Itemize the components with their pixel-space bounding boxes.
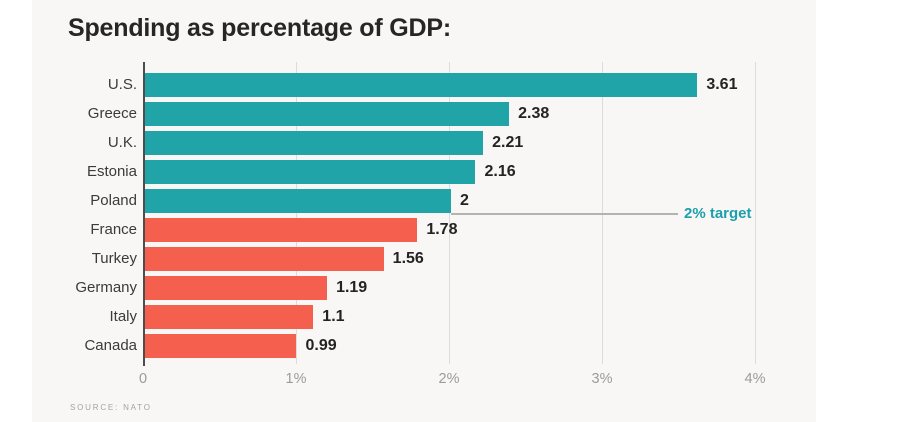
value-label: 2.16 <box>484 163 516 180</box>
bar <box>145 276 328 300</box>
x-tick-label: 0 <box>138 371 148 387</box>
bar <box>145 189 451 213</box>
value-label: 1.78 <box>426 221 458 238</box>
country-label: Estonia <box>86 163 137 180</box>
country-label: Germany <box>75 279 137 296</box>
target-label: 2% target <box>684 205 752 222</box>
value-label: 1.56 <box>392 250 424 267</box>
value-label: 1.19 <box>336 279 368 296</box>
value-label: 0.99 <box>305 337 337 354</box>
bar <box>145 131 484 155</box>
country-label: Poland <box>90 192 137 209</box>
x-tick-label: 3% <box>591 371 613 387</box>
x-tick-label: 2% <box>438 371 460 387</box>
value-label: 2 <box>460 192 469 209</box>
bar <box>145 305 314 329</box>
country-label: U.K. <box>107 134 137 151</box>
country-label: France <box>90 221 137 238</box>
gridline-2% <box>449 62 450 364</box>
y-axis-line <box>143 62 145 366</box>
value-label: 2.21 <box>492 134 524 151</box>
country-label: Canada <box>84 337 137 354</box>
x-tick-label: 1% <box>285 371 307 387</box>
country-label: Greece <box>87 105 137 122</box>
country-label: Italy <box>109 308 137 325</box>
gridline-4% <box>755 62 756 364</box>
source-note: SOURCE: NATO <box>70 403 152 412</box>
bar <box>145 218 418 242</box>
value-label: 3.61 <box>706 76 738 93</box>
bar <box>145 247 384 271</box>
bar <box>145 102 510 126</box>
bar <box>145 334 297 358</box>
bar <box>145 160 476 184</box>
bar <box>145 73 698 97</box>
country-label: U.S. <box>107 76 137 93</box>
value-label: 1.1 <box>322 308 345 325</box>
target-line <box>451 213 678 215</box>
country-label: Turkey <box>91 250 137 267</box>
gridline-1% <box>296 62 297 364</box>
x-tick-label: 4% <box>744 371 766 387</box>
page-title: Spending as percentage of GDP: <box>68 14 451 42</box>
value-label: 2.38 <box>518 105 550 122</box>
